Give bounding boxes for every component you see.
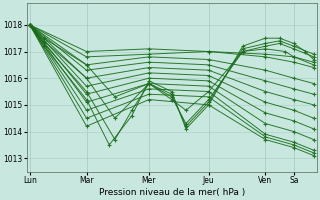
- X-axis label: Pression niveau de la mer( hPa ): Pression niveau de la mer( hPa ): [99, 188, 245, 197]
